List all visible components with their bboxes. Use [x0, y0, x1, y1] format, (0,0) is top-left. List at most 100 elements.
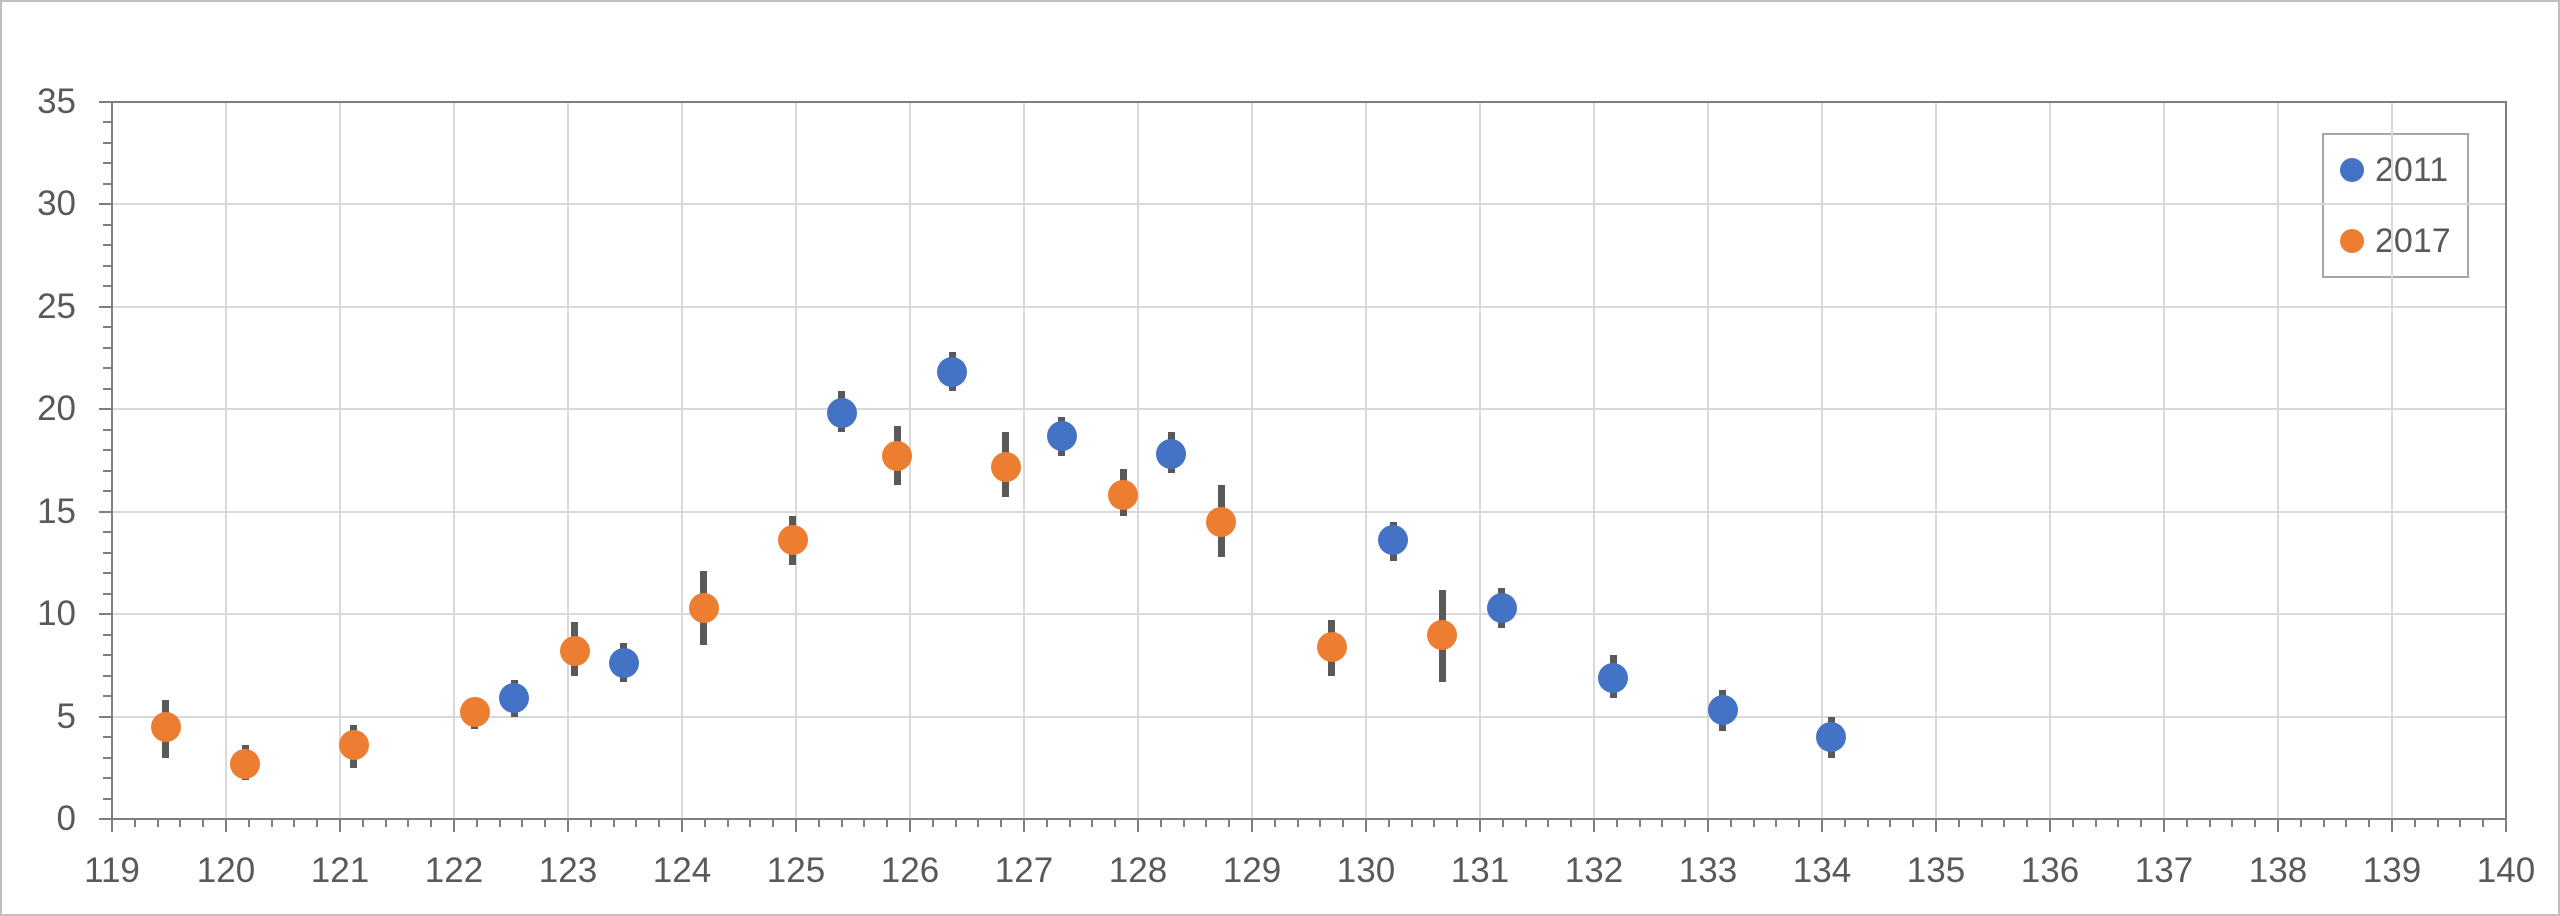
x-major-tick — [2505, 820, 2507, 832]
x-major-tick — [339, 820, 341, 832]
x-minor-tick — [133, 820, 136, 827]
y-minor-tick — [103, 756, 112, 759]
x-major-tick — [1593, 820, 1595, 832]
x-minor-tick — [430, 820, 433, 827]
x-minor-tick — [1342, 820, 1345, 827]
y-minor-tick — [103, 367, 112, 370]
y-minor-tick — [103, 674, 112, 677]
x-major-tick — [567, 820, 569, 832]
data-point-2017 — [882, 441, 913, 472]
x-minor-tick — [1547, 820, 1550, 827]
data-point-2017 — [1316, 631, 1347, 662]
x-minor-tick — [1615, 820, 1618, 827]
x-minor-tick — [2026, 820, 2029, 827]
data-point-2017 — [559, 636, 590, 667]
x-tick-label: 130 — [1336, 851, 1396, 890]
x-major-tick — [1479, 820, 1481, 832]
x-gridline — [2049, 103, 2051, 818]
y-minor-tick — [103, 346, 112, 349]
x-minor-tick — [179, 820, 182, 827]
x-tick-label: 128 — [1108, 851, 1168, 890]
data-point-2011 — [499, 683, 530, 714]
x-minor-tick — [2254, 820, 2257, 827]
x-minor-tick — [1957, 820, 1960, 827]
data-point-2017 — [150, 711, 181, 742]
x-minor-tick — [1273, 820, 1276, 827]
y-major-tick — [99, 715, 112, 718]
x-minor-tick — [2208, 820, 2211, 827]
x-minor-tick — [2482, 820, 2485, 827]
data-point-2017 — [230, 748, 261, 779]
data-point-2017 — [1108, 480, 1139, 511]
y-minor-tick — [103, 162, 112, 165]
y-minor-tick — [103, 141, 112, 144]
x-minor-tick — [772, 820, 775, 827]
x-minor-tick — [1752, 820, 1755, 827]
x-minor-tick — [1228, 820, 1231, 827]
x-minor-tick — [384, 820, 387, 827]
y-minor-tick — [103, 490, 112, 493]
y-minor-tick — [103, 736, 112, 739]
y-minor-tick — [103, 592, 112, 595]
x-major-tick — [681, 820, 683, 832]
data-point-2011 — [1156, 439, 1187, 470]
y-major-tick — [99, 510, 112, 513]
x-minor-tick — [1866, 820, 1869, 827]
x-axis-line — [111, 818, 2507, 820]
y-major-tick — [99, 408, 112, 411]
x-minor-tick — [863, 820, 866, 827]
x-minor-tick — [293, 820, 296, 827]
x-minor-tick — [1045, 820, 1048, 827]
data-point-2011 — [1598, 662, 1629, 693]
x-minor-tick — [1889, 820, 1892, 827]
x-minor-tick — [612, 820, 615, 827]
y-tick-label: 5 — [56, 696, 76, 736]
x-minor-tick — [1775, 820, 1778, 827]
x-minor-tick — [2413, 820, 2416, 827]
x-gridline — [339, 103, 341, 818]
x-minor-tick — [1570, 820, 1573, 827]
y-minor-tick — [103, 695, 112, 698]
y-tick-label: 35 — [37, 82, 76, 121]
x-tick-label: 138 — [2248, 851, 2308, 890]
legend-label: 2017 — [2375, 222, 2451, 260]
legend-marker-icon — [2340, 229, 2364, 253]
x-tick-label: 133 — [1678, 851, 1738, 890]
x-major-tick — [1935, 820, 1937, 832]
y-tick-label: 15 — [37, 491, 76, 531]
y-minor-tick — [103, 449, 112, 452]
x-minor-tick — [817, 820, 820, 827]
x-minor-tick — [2117, 820, 2120, 827]
y-gridline — [113, 408, 2505, 411]
y-tick-label: 30 — [37, 184, 76, 224]
x-minor-tick — [1798, 820, 1801, 827]
y-minor-tick — [103, 326, 112, 329]
x-minor-tick — [658, 820, 661, 827]
x-major-tick — [1365, 820, 1367, 832]
x-minor-tick — [726, 820, 729, 827]
x-tick-label: 125 — [766, 851, 826, 890]
x-tick-label: 132 — [1564, 851, 1624, 890]
x-minor-tick — [202, 820, 205, 827]
x-minor-tick — [1296, 820, 1299, 827]
x-tick-label: 126 — [880, 851, 940, 890]
x-minor-tick — [1684, 820, 1687, 827]
x-minor-tick — [1433, 820, 1436, 827]
x-major-tick — [1023, 820, 1025, 832]
x-major-tick — [2049, 820, 2051, 832]
y-major-tick — [99, 613, 112, 616]
x-tick-label: 136 — [2020, 851, 2080, 890]
x-major-tick — [1821, 820, 1823, 832]
x-minor-tick — [2299, 820, 2302, 827]
x-major-tick — [1137, 820, 1139, 832]
x-tick-label: 134 — [1792, 851, 1852, 890]
x-gridline — [453, 103, 455, 818]
x-minor-tick — [521, 820, 524, 827]
x-minor-tick — [1000, 820, 1003, 827]
y-major-tick — [99, 203, 112, 206]
x-tick-label: 140 — [2476, 851, 2536, 890]
y-tick-label: 10 — [37, 594, 76, 634]
y-minor-tick — [103, 633, 112, 636]
x-gridline — [1935, 103, 1937, 818]
